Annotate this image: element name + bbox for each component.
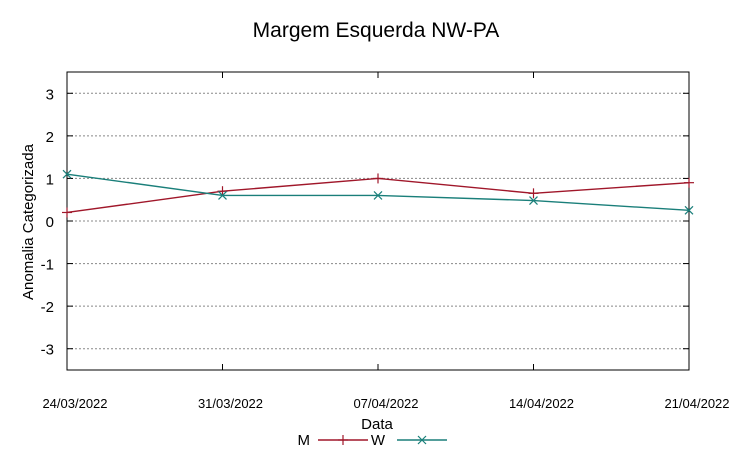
legend-label-m: M bbox=[298, 432, 311, 449]
x-tick-label: 21/04/2022 bbox=[664, 396, 729, 411]
y-tick-label: 1 bbox=[46, 171, 54, 188]
chart-title: Margem Esquerda NW-PA bbox=[253, 19, 500, 42]
data-point-w bbox=[218, 191, 227, 200]
legend-marker-m bbox=[338, 435, 348, 445]
data-point-w bbox=[529, 196, 538, 205]
y-tick-label: -3 bbox=[41, 342, 54, 359]
x-tick-label: 14/04/2022 bbox=[509, 396, 574, 411]
data-point-w-stroke bbox=[62, 169, 72, 179]
y-tick-label: -2 bbox=[41, 299, 54, 316]
x-tick-label: 07/04/2022 bbox=[353, 396, 418, 411]
x-tick-label: 24/03/2022 bbox=[42, 396, 107, 411]
data-point-w-stroke bbox=[373, 191, 383, 200]
plot-area: 3 2 1 0 -1 -2 -3 24/03/2022 31/03/2022 07/04/2022… bbox=[41, 71, 730, 411]
x-axis-label: Data bbox=[361, 416, 393, 433]
data-point-w bbox=[373, 191, 383, 200]
data-point-w bbox=[62, 169, 72, 179]
data-point-w-stroke bbox=[684, 205, 694, 215]
y-axis-label: Anomalia Categorizada bbox=[20, 143, 37, 300]
data-point-m bbox=[528, 188, 539, 199]
legend-marker-w bbox=[417, 435, 427, 445]
data-point-w bbox=[684, 205, 694, 215]
data-point-m bbox=[373, 173, 383, 184]
legend-label-w: W bbox=[371, 432, 386, 449]
data-point-m bbox=[62, 207, 72, 218]
y-tick-label: -1 bbox=[41, 257, 54, 274]
y-tick-label: 2 bbox=[46, 129, 54, 146]
legend-marker-w-stroke bbox=[417, 435, 427, 445]
data-point-w-stroke bbox=[529, 196, 538, 205]
plot-border bbox=[66, 71, 690, 371]
y-tick-label: 0 bbox=[46, 214, 54, 231]
data-point-w-stroke bbox=[218, 191, 227, 200]
y-tick-label: 3 bbox=[46, 86, 54, 103]
x-tick-label: 31/03/2022 bbox=[198, 396, 263, 411]
data-point-m bbox=[684, 177, 694, 188]
data-point-m bbox=[217, 186, 228, 197]
